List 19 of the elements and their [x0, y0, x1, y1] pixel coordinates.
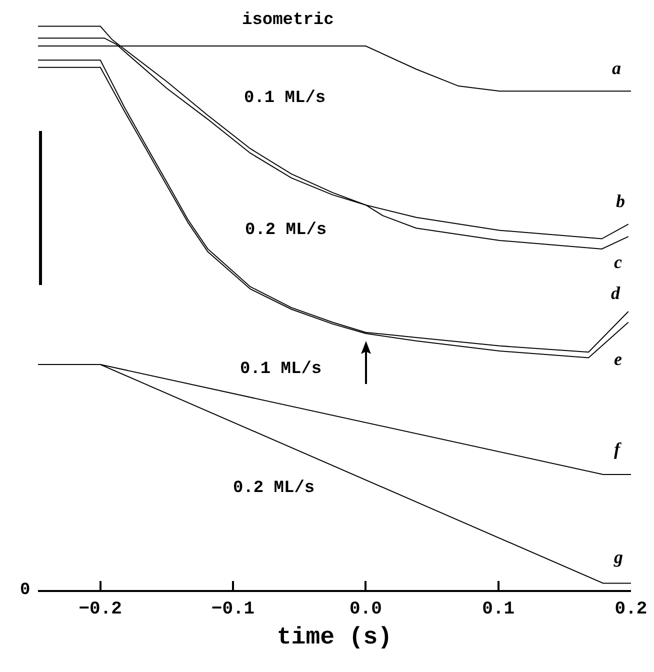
annotation: 0.2 ML/s	[233, 479, 315, 498]
annotation: d	[611, 283, 621, 303]
x-tick-label: 0.2	[614, 600, 648, 620]
annotation: e	[614, 349, 622, 369]
annotation: isometric	[242, 11, 334, 30]
annotation: 0.1 ML/s	[244, 89, 326, 108]
x-tick-label: 0.0	[349, 600, 382, 620]
text: 0	[20, 581, 30, 600]
x-axis-title: time (s)	[276, 624, 392, 652]
x-tick-label: −0.2	[78, 600, 122, 620]
annotation: 0.1 ML/s	[240, 360, 322, 379]
annotation: 0.2 ML/s	[245, 221, 327, 240]
annotation: g	[613, 547, 623, 567]
x-tick-label: 0.1	[482, 600, 515, 620]
annotation: c	[614, 252, 622, 272]
annotation: b	[616, 191, 625, 211]
annotation: a	[612, 58, 621, 78]
annotation: f	[614, 439, 622, 459]
x-tick-label: −0.1	[211, 600, 255, 620]
